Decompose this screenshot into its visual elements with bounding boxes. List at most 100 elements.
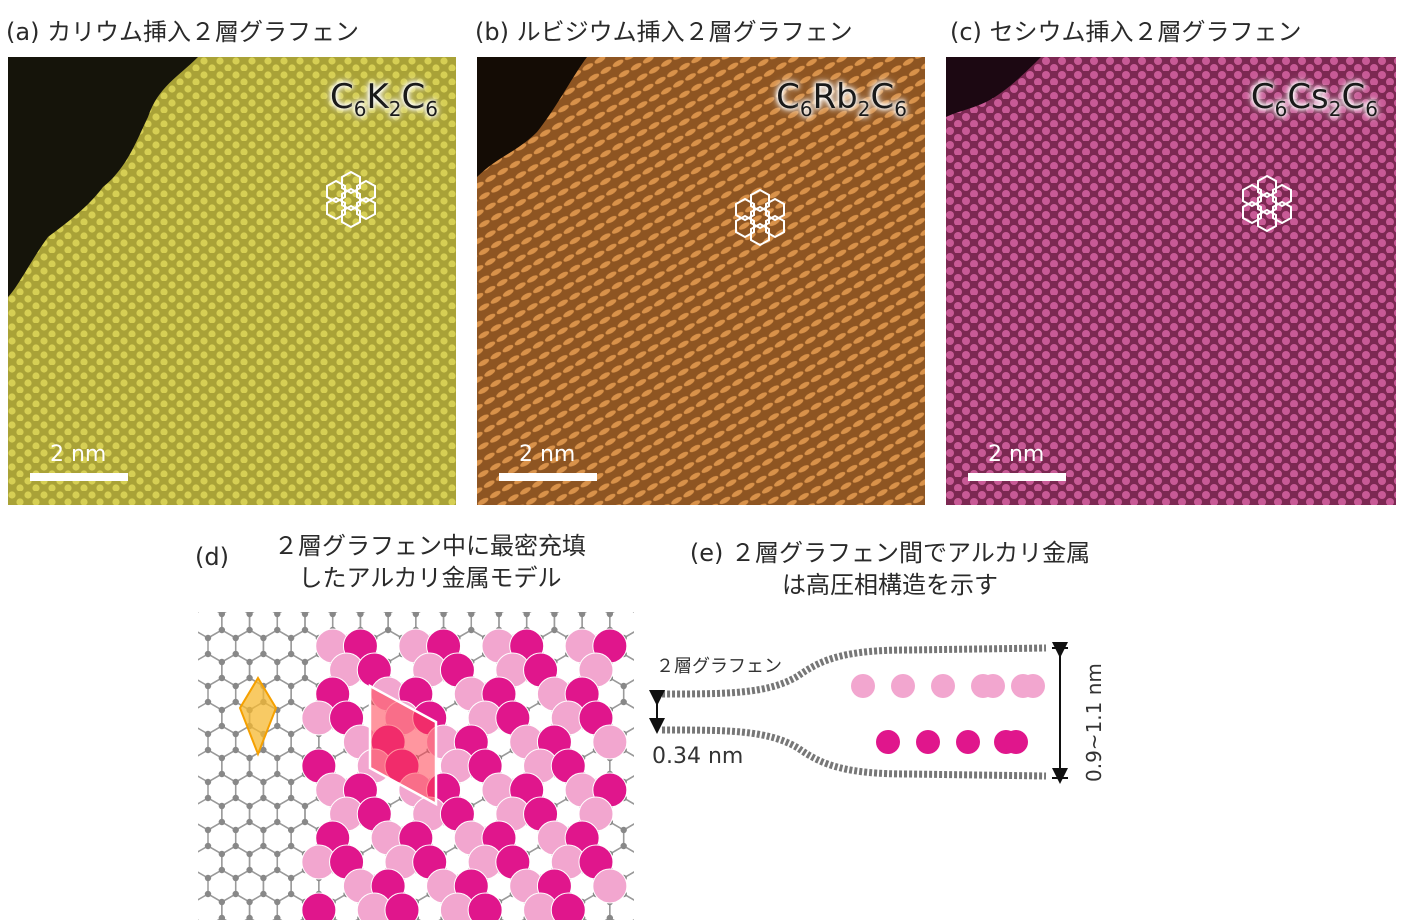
carbon-atom [287, 698, 295, 706]
hexagon-cell [198, 893, 223, 920]
carbon-atom [274, 658, 281, 666]
stm-image-a: C6K2C6 2 nm [8, 57, 456, 505]
hexagon-cell [276, 612, 306, 639]
carbon-atom [274, 914, 281, 920]
carbon-atom [274, 802, 281, 810]
carbon-atom [287, 842, 295, 850]
carbon-atom [606, 612, 614, 618]
hexagon-cell [198, 797, 223, 831]
carbon-atom [287, 778, 295, 786]
carbon-atom [204, 890, 212, 898]
carbon-atom [218, 722, 226, 730]
carbon-atom [246, 898, 253, 906]
alkali-model-diagram [198, 612, 634, 920]
carbon-atom [384, 626, 392, 634]
carbon-atom [301, 612, 309, 618]
carbon-atom [246, 802, 253, 810]
graphene-sheet-bottom [661, 726, 1047, 780]
carbon-atom [232, 874, 239, 882]
carbon-atom [274, 770, 281, 778]
hexagon-cell [248, 893, 279, 920]
carbon-atom [232, 746, 239, 754]
carbon-atom [301, 674, 309, 682]
carbon-atom [274, 818, 281, 826]
graphene-sheet-top [661, 644, 1047, 698]
carbon-atom [287, 874, 295, 882]
scale-bar-a [30, 473, 128, 481]
carbon-atom [246, 612, 253, 618]
alkali-atom-lower [301, 892, 337, 920]
stm-image-b: C6Rb2C6 2 nm [477, 57, 925, 505]
hexagon-cluster-icon [735, 189, 785, 247]
caption-c: (c) セシウム挿入２層グラフェン [950, 18, 1302, 46]
carbon-atom [620, 682, 627, 690]
scale-label-c: 2 nm [988, 442, 1045, 467]
carbon-atom [204, 698, 212, 706]
carbon-atom [246, 818, 253, 826]
carbon-atom [246, 626, 253, 634]
carbon-atom [204, 826, 212, 834]
carbon-atom [287, 634, 295, 642]
hexagon-cell [198, 612, 223, 639]
carbon-atom [218, 802, 226, 810]
carbon-atom [620, 826, 627, 834]
title-d: ２層グラフェン中に最密充填 したアルカリ金属モデル [274, 532, 586, 592]
carbon-atom [274, 612, 281, 618]
caption-b: (b) ルビジウム挿入２層グラフェン [475, 18, 853, 46]
carbon-atom [246, 850, 253, 858]
alkali-atom-lower [467, 892, 503, 920]
carbon-atom [246, 658, 253, 666]
carbon-atom [260, 842, 267, 850]
unit-cell-yellow [238, 676, 278, 757]
title-e: (e) ２層グラフェン間でアルカリ金属 は高圧相構造を示す [689, 539, 1091, 599]
carbon-atom [232, 730, 239, 738]
carbon-atom [274, 722, 281, 730]
carbon-atom [218, 612, 226, 618]
carbon-atom [232, 634, 239, 642]
carbon-atom [301, 802, 309, 810]
carbon-atom [287, 730, 295, 738]
scale-label-b: 2 nm [519, 442, 576, 467]
carbon-atom [204, 682, 212, 690]
carbon-atom [440, 612, 447, 618]
carbon-atom [287, 650, 295, 658]
carbon-atom [551, 626, 558, 634]
carbon-atom [329, 612, 336, 618]
carbon-atom [246, 914, 253, 920]
carbon-atom [218, 626, 226, 634]
carbon-atom [620, 842, 627, 850]
carbon-atom [301, 818, 309, 826]
alkali-atom-lower [384, 892, 420, 920]
formula-b: C6Rb2C6 [776, 77, 907, 121]
carbon-atom [232, 842, 239, 850]
carbon-atom [301, 626, 309, 634]
carbon-atom [232, 778, 239, 786]
carbon-atom [274, 898, 281, 906]
bilayer-diagram [649, 642, 1068, 784]
carbon-atom [578, 612, 586, 618]
carbon-atom [260, 634, 267, 642]
carbon-atom [287, 794, 295, 802]
carbon-atom [246, 770, 253, 778]
carbon-atom [274, 754, 281, 762]
carbon-atom [468, 612, 475, 618]
hexagon-cell [276, 893, 306, 920]
carbon-atom [274, 626, 281, 634]
hexagon-cell [198, 749, 223, 783]
stm-image-c: C6Cs2C6 2 nm [946, 57, 1396, 505]
carbon-atom [357, 612, 364, 618]
carbon-atom [260, 746, 267, 754]
carbon-atom [204, 874, 212, 882]
carbon-atom [246, 674, 253, 682]
carbon-atom [523, 612, 530, 618]
carbon-atom [495, 612, 503, 618]
hexagon-cell [221, 612, 251, 639]
carbon-atom [232, 650, 239, 658]
carbon-atom [218, 818, 226, 826]
scale-bar-c [968, 473, 1066, 481]
stm-texture-b [477, 57, 925, 505]
carbon-atom [218, 658, 226, 666]
carbon-atom [246, 754, 253, 762]
carbon-atom [260, 794, 267, 802]
hexagon-cell [198, 845, 223, 879]
